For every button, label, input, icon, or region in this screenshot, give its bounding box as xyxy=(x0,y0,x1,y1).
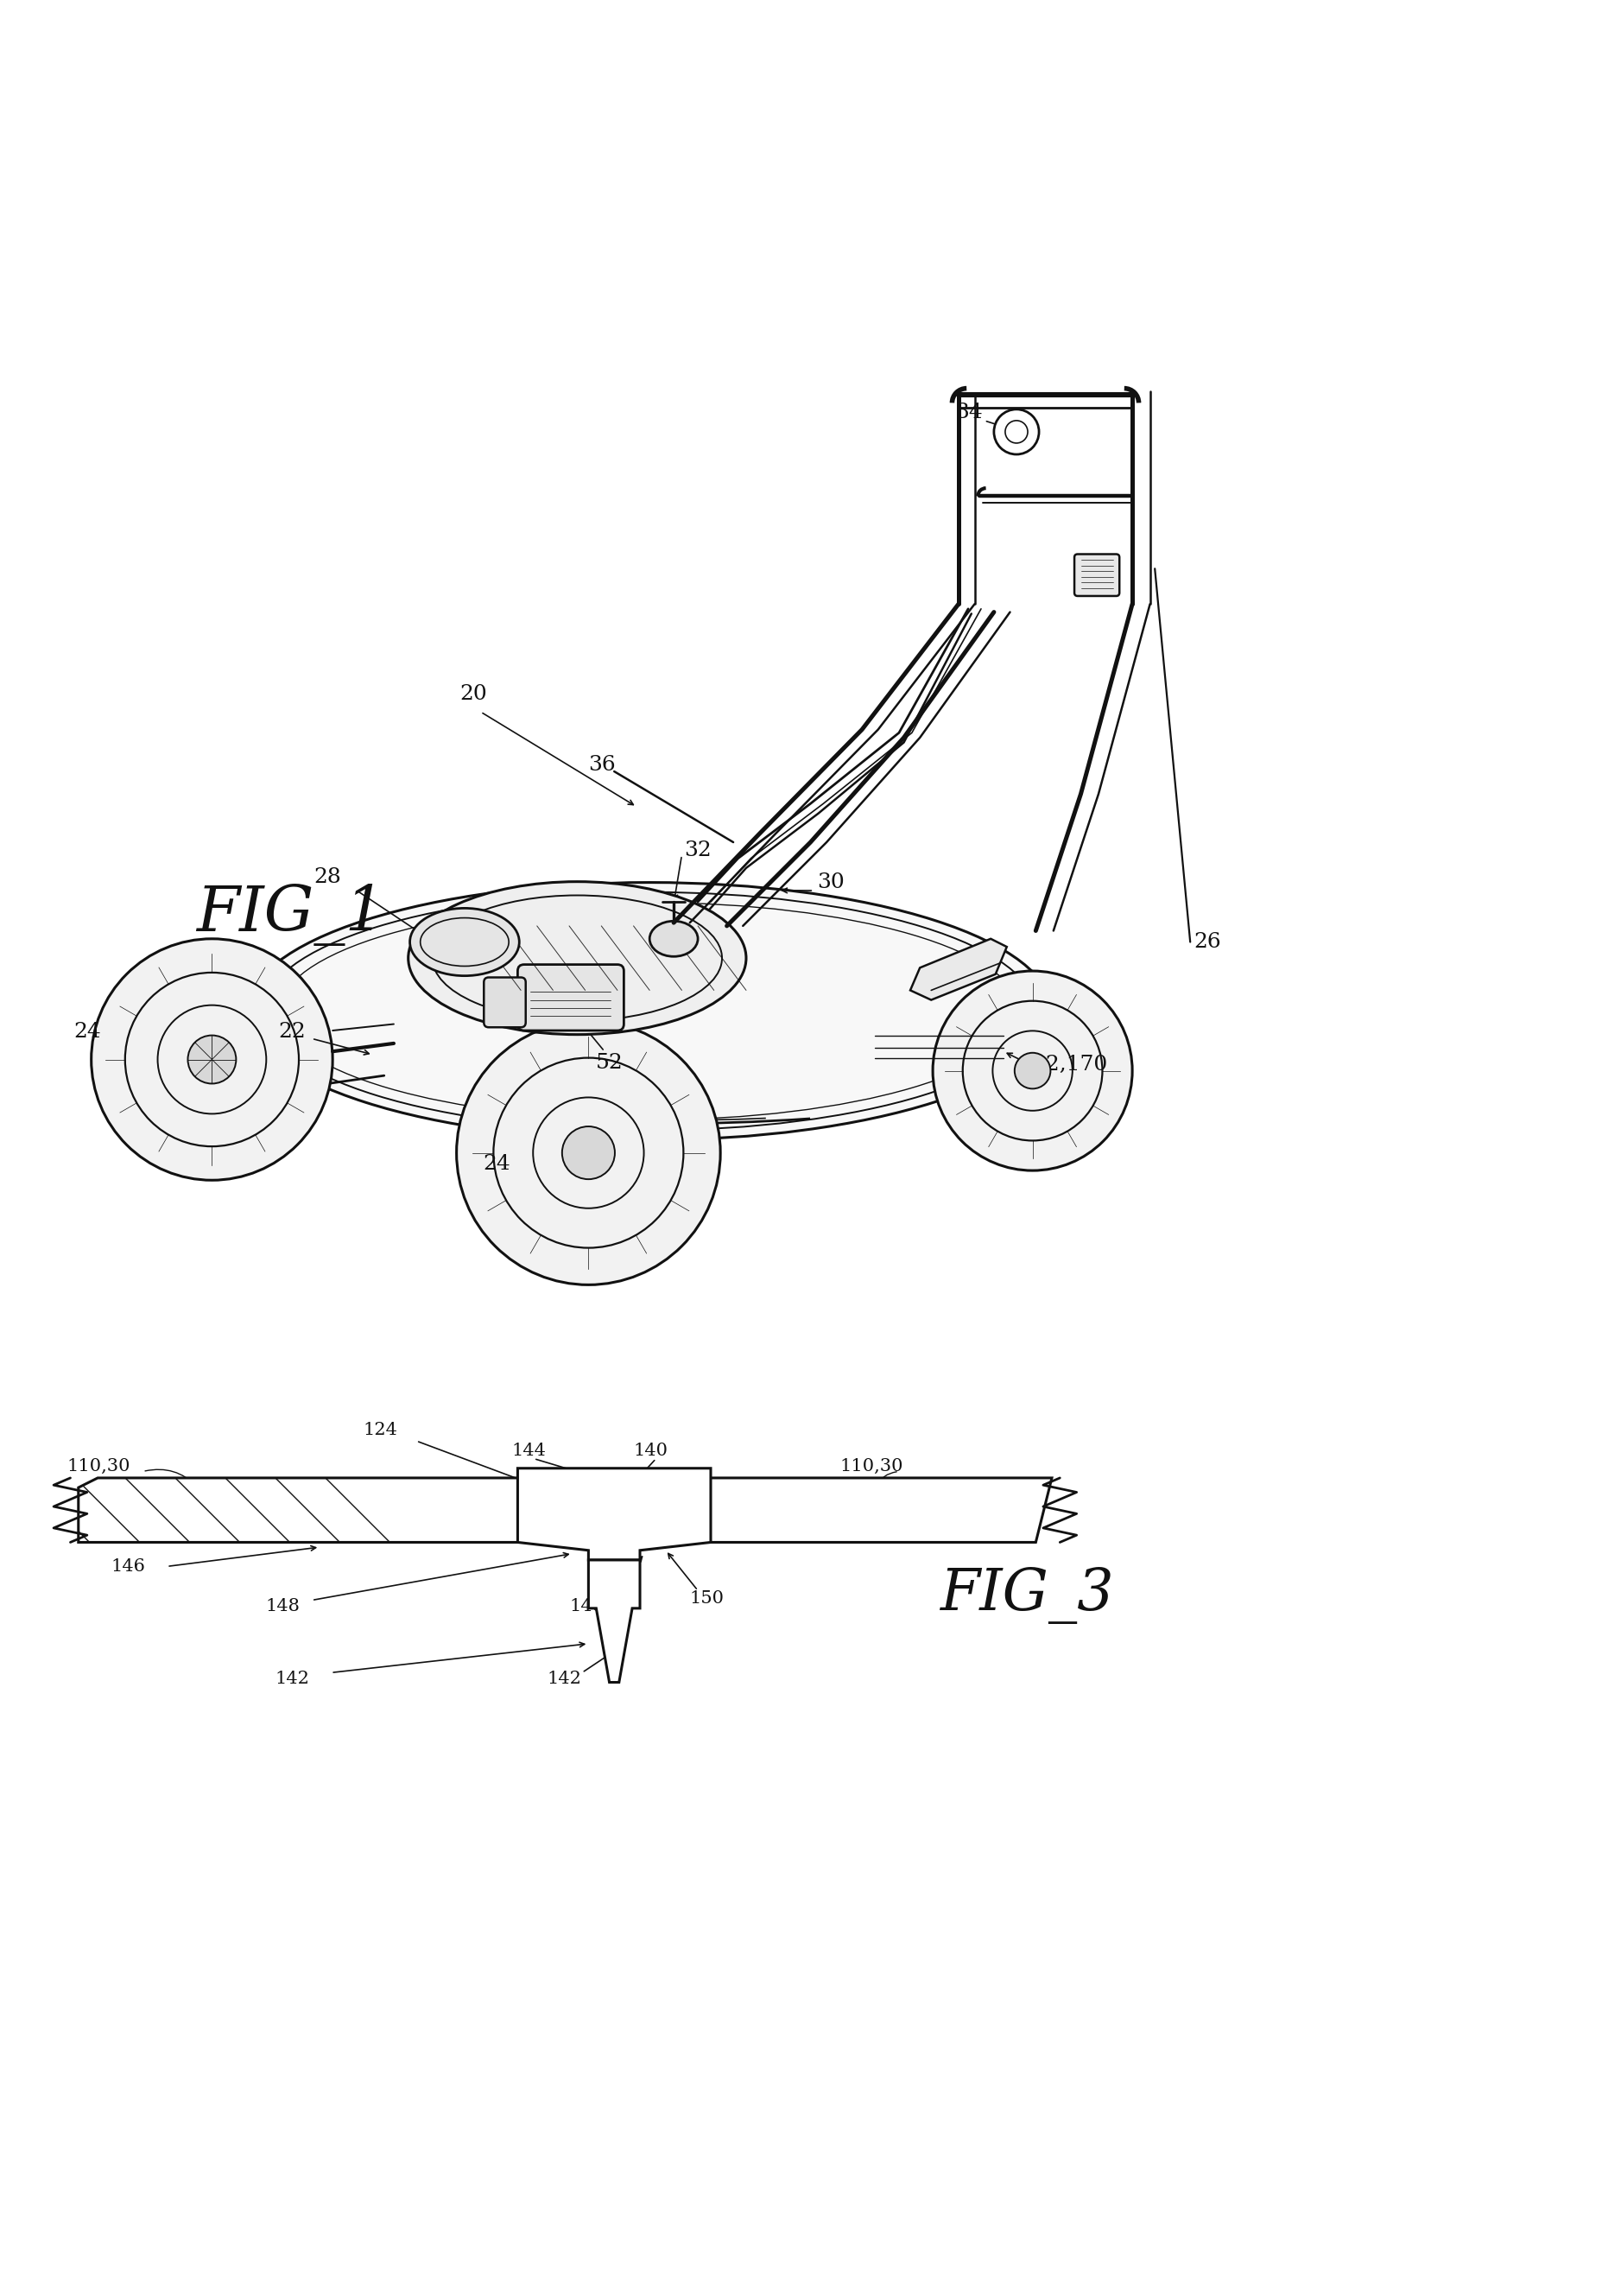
Text: 26: 26 xyxy=(1193,932,1221,953)
Circle shape xyxy=(562,1127,614,1180)
Ellipse shape xyxy=(408,882,746,1035)
Text: 30: 30 xyxy=(817,872,845,893)
Text: 42,170: 42,170 xyxy=(1033,1054,1107,1075)
Text: 150: 150 xyxy=(691,1591,725,1607)
Ellipse shape xyxy=(410,909,519,976)
Ellipse shape xyxy=(248,882,1052,1139)
Text: 34: 34 xyxy=(955,402,982,422)
Text: 28: 28 xyxy=(314,868,342,889)
Circle shape xyxy=(188,1035,237,1084)
Text: 140: 140 xyxy=(634,1442,668,1458)
Text: 24: 24 xyxy=(483,1155,511,1173)
Polygon shape xyxy=(911,939,1007,1001)
Circle shape xyxy=(1005,420,1028,443)
Text: 52: 52 xyxy=(595,1054,622,1072)
Text: 148: 148 xyxy=(569,1598,603,1614)
Text: 24: 24 xyxy=(73,1022,101,1042)
Text: 142: 142 xyxy=(276,1671,310,1688)
Text: 124: 124 xyxy=(363,1421,397,1437)
Circle shape xyxy=(932,971,1133,1171)
Circle shape xyxy=(994,409,1039,455)
Text: 36: 36 xyxy=(588,755,616,776)
Text: 142: 142 xyxy=(546,1671,580,1688)
Text: 110,30: 110,30 xyxy=(840,1458,903,1474)
Circle shape xyxy=(1015,1054,1050,1088)
Ellipse shape xyxy=(650,921,699,957)
FancyBboxPatch shape xyxy=(1075,553,1120,597)
Polygon shape xyxy=(517,1467,710,1559)
Text: 32: 32 xyxy=(684,840,712,861)
FancyBboxPatch shape xyxy=(517,964,624,1031)
Polygon shape xyxy=(78,1479,585,1543)
Text: FIG_1: FIG_1 xyxy=(196,884,384,946)
Polygon shape xyxy=(642,1479,1052,1543)
Polygon shape xyxy=(588,1559,640,1683)
FancyBboxPatch shape xyxy=(485,978,525,1026)
Text: 22: 22 xyxy=(279,1022,306,1042)
Text: 144: 144 xyxy=(512,1442,546,1458)
Text: 20: 20 xyxy=(460,684,488,705)
Circle shape xyxy=(457,1022,720,1286)
Text: 110,30: 110,30 xyxy=(66,1458,131,1474)
Circle shape xyxy=(91,939,332,1180)
Text: FIG_3: FIG_3 xyxy=(939,1566,1114,1623)
Text: 146: 146 xyxy=(110,1559,144,1575)
Text: 148: 148 xyxy=(266,1598,300,1614)
